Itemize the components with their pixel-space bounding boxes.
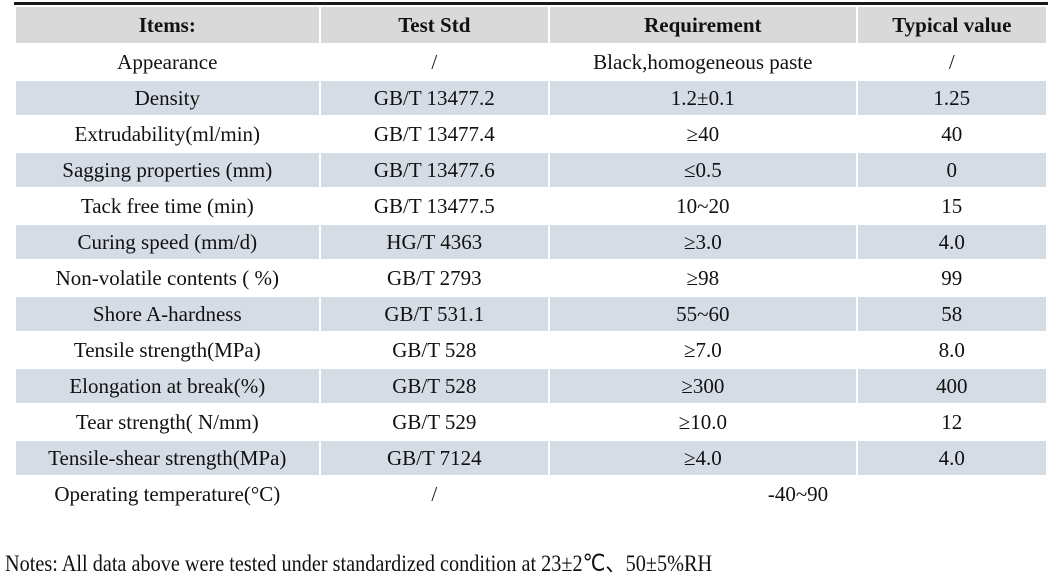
cell-item: Tack free time (min) [16, 189, 319, 223]
table-row: Tensile strength(MPa) GB/T 528 ≥7.0 8.0 [16, 333, 1046, 367]
cell-item: Extrudability(ml/min) [16, 117, 319, 151]
cell-typical-value: 1.25 [857, 81, 1046, 115]
cell-item: Shore A-hardness [16, 297, 319, 331]
cell-item: Tensile-shear strength(MPa) [16, 441, 319, 475]
cell-typical-value: 4.0 [857, 441, 1046, 475]
cell-requirement: ≥10.0 [550, 405, 856, 439]
table-row: Extrudability(ml/min) GB/T 13477.4 ≥40 40 [16, 117, 1046, 151]
cell-test-std: / [320, 477, 549, 511]
cell-test-std: GB/T 13477.2 [320, 81, 549, 115]
cell-item: Curing speed (mm/d) [16, 225, 319, 259]
cell-item: Tear strength( N/mm) [16, 405, 319, 439]
table-row: Tear strength( N/mm) GB/T 529 ≥10.0 12 [16, 405, 1046, 439]
cell-test-std: GB/T 13477.6 [320, 153, 549, 187]
table-row: Operating temperature(°C) / -40~90 [16, 477, 1046, 511]
cell-requirement: 55~60 [550, 297, 856, 331]
table-row: Sagging properties (mm) GB/T 13477.6 ≤0.5 0 [16, 153, 1046, 187]
cell-typical-value: 15 [857, 189, 1046, 223]
table-row: Curing speed (mm/d) HG/T 4363 ≥3.0 4.0 [16, 225, 1046, 259]
column-header: Test Std [320, 7, 549, 43]
column-header: Typical value [857, 7, 1046, 43]
table-row: Shore A-hardness GB/T 531.1 55~60 58 [16, 297, 1046, 331]
table-body: Appearance / Black,homogeneous paste / Densi… [16, 45, 1046, 511]
column-header: Requirement [550, 7, 856, 43]
cell-item: Operating temperature(°C) [16, 477, 319, 511]
cell-typical-value: 8.0 [857, 333, 1046, 367]
cell-typical-value: 12 [857, 405, 1046, 439]
cell-typical-value: 400 [857, 369, 1046, 403]
cell-item: Tensile strength(MPa) [16, 333, 319, 367]
cell-typical-value: / [857, 45, 1046, 79]
cell-test-std: GB/T 529 [320, 405, 549, 439]
cell-item: Appearance [16, 45, 319, 79]
cell-requirement: ≥300 [550, 369, 856, 403]
table-row: Tack free time (min) GB/T 13477.5 10~20 15 [16, 189, 1046, 223]
cell-typical-value: 40 [857, 117, 1046, 151]
cell-typical-value: 58 [857, 297, 1046, 331]
cell-requirement: 10~20 [550, 189, 856, 223]
cell-requirement: ≤0.5 [550, 153, 856, 187]
table-row: Tensile-shear strength(MPa) GB/T 7124 ≥4.0… [16, 441, 1046, 475]
cell-test-std: GB/T 528 [320, 369, 549, 403]
cell-test-std: GB/T 7124 [320, 441, 549, 475]
table-row: Density GB/T 13477.2 1.2±0.1 1.25 [16, 81, 1046, 115]
column-header: Items: [16, 7, 319, 43]
header-row: Items: Test Std Requirement Typical value [16, 7, 1046, 43]
cell-test-std: / [320, 45, 549, 79]
cell-requirement: ≥4.0 [550, 441, 856, 475]
cell-test-std: GB/T 2793 [320, 261, 549, 295]
cell-test-std: GB/T 528 [320, 333, 549, 367]
cell-requirement: ≥7.0 [550, 333, 856, 367]
cell-typical-value: 99 [857, 261, 1046, 295]
cell-requirement: Black,homogeneous paste [550, 45, 856, 79]
table-row: Appearance / Black,homogeneous paste / [16, 45, 1046, 79]
cell-requirement: ≥98 [550, 261, 856, 295]
cell-test-std: GB/T 13477.5 [320, 189, 549, 223]
cell-item: Sagging properties (mm) [16, 153, 319, 187]
cell-typical-value: 0 [857, 153, 1046, 187]
table-row: Elongation at break(%) GB/T 528 ≥300 400 [16, 369, 1046, 403]
cell-requirement: 1.2±0.1 [550, 81, 856, 115]
cell-test-std: HG/T 4363 [320, 225, 549, 259]
notes-text: Notes: All data above were tested under … [5, 551, 713, 576]
cell-requirement: -40~90 [550, 477, 1046, 511]
cell-requirement: ≥3.0 [550, 225, 856, 259]
cell-test-std: GB/T 531.1 [320, 297, 549, 331]
cell-item: Non-volatile contents ( %) [16, 261, 319, 295]
table-row: Non-volatile contents ( %) GB/T 2793 ≥98 99 [16, 261, 1046, 295]
cell-test-std: GB/T 13477.4 [320, 117, 549, 151]
cell-typical-value: 4.0 [857, 225, 1046, 259]
spec-table: Items: Test Std Requirement Typical value A… [14, 2, 1048, 513]
cell-requirement: ≥40 [550, 117, 856, 151]
cell-item: Elongation at break(%) [16, 369, 319, 403]
cell-item: Density [16, 81, 319, 115]
